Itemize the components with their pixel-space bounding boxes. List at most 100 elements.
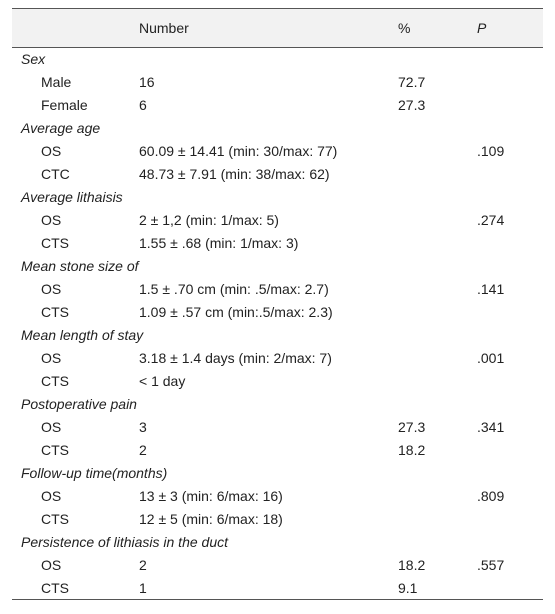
section-row: Sex [12,48,543,71]
table-row: CTS 1.09 ± .57 cm (min:.5/max: 2.3) [12,301,543,324]
percent-cell [398,278,477,301]
header-blank [12,9,139,48]
section-title: Sex [21,51,46,68]
percent-cell [398,163,477,186]
row-label: OS [41,143,62,159]
section-title: Persistence of lithiasis in the duct [21,534,228,550]
p-value-cell [477,508,543,531]
number-cell: < 1 day [139,373,186,389]
row-label: OS [41,557,62,573]
table-row: OS 2 18.2 .557 [12,554,543,577]
table-row: CTS < 1 day [12,370,543,393]
header-percent: % [398,20,411,36]
p-value-cell [477,232,543,255]
p-value-cell [477,301,543,324]
p-value-cell: .809 [477,488,505,504]
data-table-container: Number % P Sex Male 16 72.7 Female 6 27.3 Avera… [12,8,543,600]
percent-cell [398,301,477,324]
p-value-cell [477,163,543,186]
p-value-cell [477,577,543,600]
section-title: Average lithaisis [21,189,123,205]
p-value-cell: .001 [477,350,505,366]
row-label: CTS [41,304,69,320]
p-value-cell: .341 [477,419,505,435]
section-title: Follow-up time(months) [21,465,168,481]
data-table: Number % P Sex Male 16 72.7 Female 6 27.3 Avera… [12,8,543,600]
percent-cell: 27.3 [398,97,426,113]
number-cell: 60.09 ± 14.41 (min: 30/max: 77) [139,143,338,159]
table-row: CTS 1 9.1 [12,577,543,600]
percent-cell: 27.3 [398,419,426,435]
number-cell: 1.55 ± .68 (min: 1/max: 3) [139,235,299,251]
table-row: OS 13 ± 3 (min: 6/max: 16) .809 [12,485,543,508]
number-cell: 3.18 ± 1.4 days (min: 2/max: 7) [139,350,332,366]
number-cell: 13 ± 3 (min: 6/max: 16) [139,488,283,504]
row-label: OS [41,350,62,366]
p-value-cell [477,370,543,393]
table-row: OS 3 27.3 .341 [12,416,543,439]
number-cell: 16 [139,74,155,90]
table-row: CTS 1.55 ± .68 (min: 1/max: 3) [12,232,543,255]
table-row: CTS 2 18.2 [12,439,543,462]
p-value-cell: .141 [477,281,505,297]
row-label: CTS [41,235,69,251]
section-title: Average age [21,120,101,136]
percent-cell [398,232,477,255]
section-row: Average age [12,117,543,140]
number-cell: 2 [139,557,147,573]
header-number: Number [139,20,189,36]
number-cell: 1 [139,579,147,596]
p-value-cell [477,71,543,94]
table-row: CTS 12 ± 5 (min: 6/max: 18) [12,508,543,531]
p-value-cell [477,439,543,462]
table-row: Female 6 27.3 [12,94,543,117]
table-row: OS 3.18 ± 1.4 days (min: 2/max: 7) .001 [12,347,543,370]
row-label: CTS [41,511,69,527]
row-label: CTS [41,579,69,596]
percent-cell [398,140,477,163]
section-title: Mean stone size of [21,258,139,274]
number-cell: 3 [139,419,147,435]
row-label: OS [41,281,62,297]
p-value-cell: .557 [477,557,505,573]
section-row: Mean stone size of [12,255,543,278]
section-row: Average lithaisis [12,186,543,209]
table-row: CTC 48.73 ± 7.91 (min: 38/max: 62) [12,163,543,186]
row-label: OS [41,419,62,435]
table-row: OS 60.09 ± 14.41 (min: 30/max: 77) .109 [12,140,543,163]
row-label: OS [41,212,62,228]
percent-cell: 18.2 [398,557,426,573]
row-label: CTS [41,442,69,458]
section-title: Postoperative pain [21,396,137,412]
percent-cell [398,370,477,393]
percent-cell [398,347,477,370]
row-label: OS [41,488,62,504]
row-label: CTC [41,166,70,182]
table-body: Sex Male 16 72.7 Female 6 27.3 Average age OS 60.… [12,48,543,600]
number-cell: 2 [139,442,147,458]
percent-cell: 9.1 [398,579,418,596]
number-cell: 1.09 ± .57 cm (min:.5/max: 2.3) [139,304,333,320]
section-title: Mean length of stay [21,327,144,343]
number-cell: 12 ± 5 (min: 6/max: 18) [139,511,283,527]
number-cell: 2 ± 1,2 (min: 1/max: 5) [139,212,279,228]
row-label: Male [41,74,72,90]
p-value-cell [477,94,543,117]
percent-cell: 18.2 [398,442,426,458]
section-row: Mean length of stay [12,324,543,347]
percent-cell: 72.7 [398,74,426,90]
table-row: OS 2 ± 1,2 (min: 1/max: 5) .274 [12,209,543,232]
table-row: OS 1.5 ± .70 cm (min: .5/max: 2.7) .141 [12,278,543,301]
section-row: Persistence of lithiasis in the duct [12,531,543,554]
number-cell: 1.5 ± .70 cm (min: .5/max: 2.7) [139,281,329,297]
section-row: Follow-up time(months) [12,462,543,485]
number-cell: 48.73 ± 7.91 (min: 38/max: 62) [139,166,330,182]
percent-cell [398,508,477,531]
p-value-cell: .109 [477,143,505,159]
section-row: Postoperative pain [12,393,543,416]
row-label: Female [41,97,88,113]
header-row: Number % P [12,8,543,48]
table-row: Male 16 72.7 [12,71,543,94]
row-label: CTS [41,373,69,389]
p-value-cell: .274 [477,212,505,228]
